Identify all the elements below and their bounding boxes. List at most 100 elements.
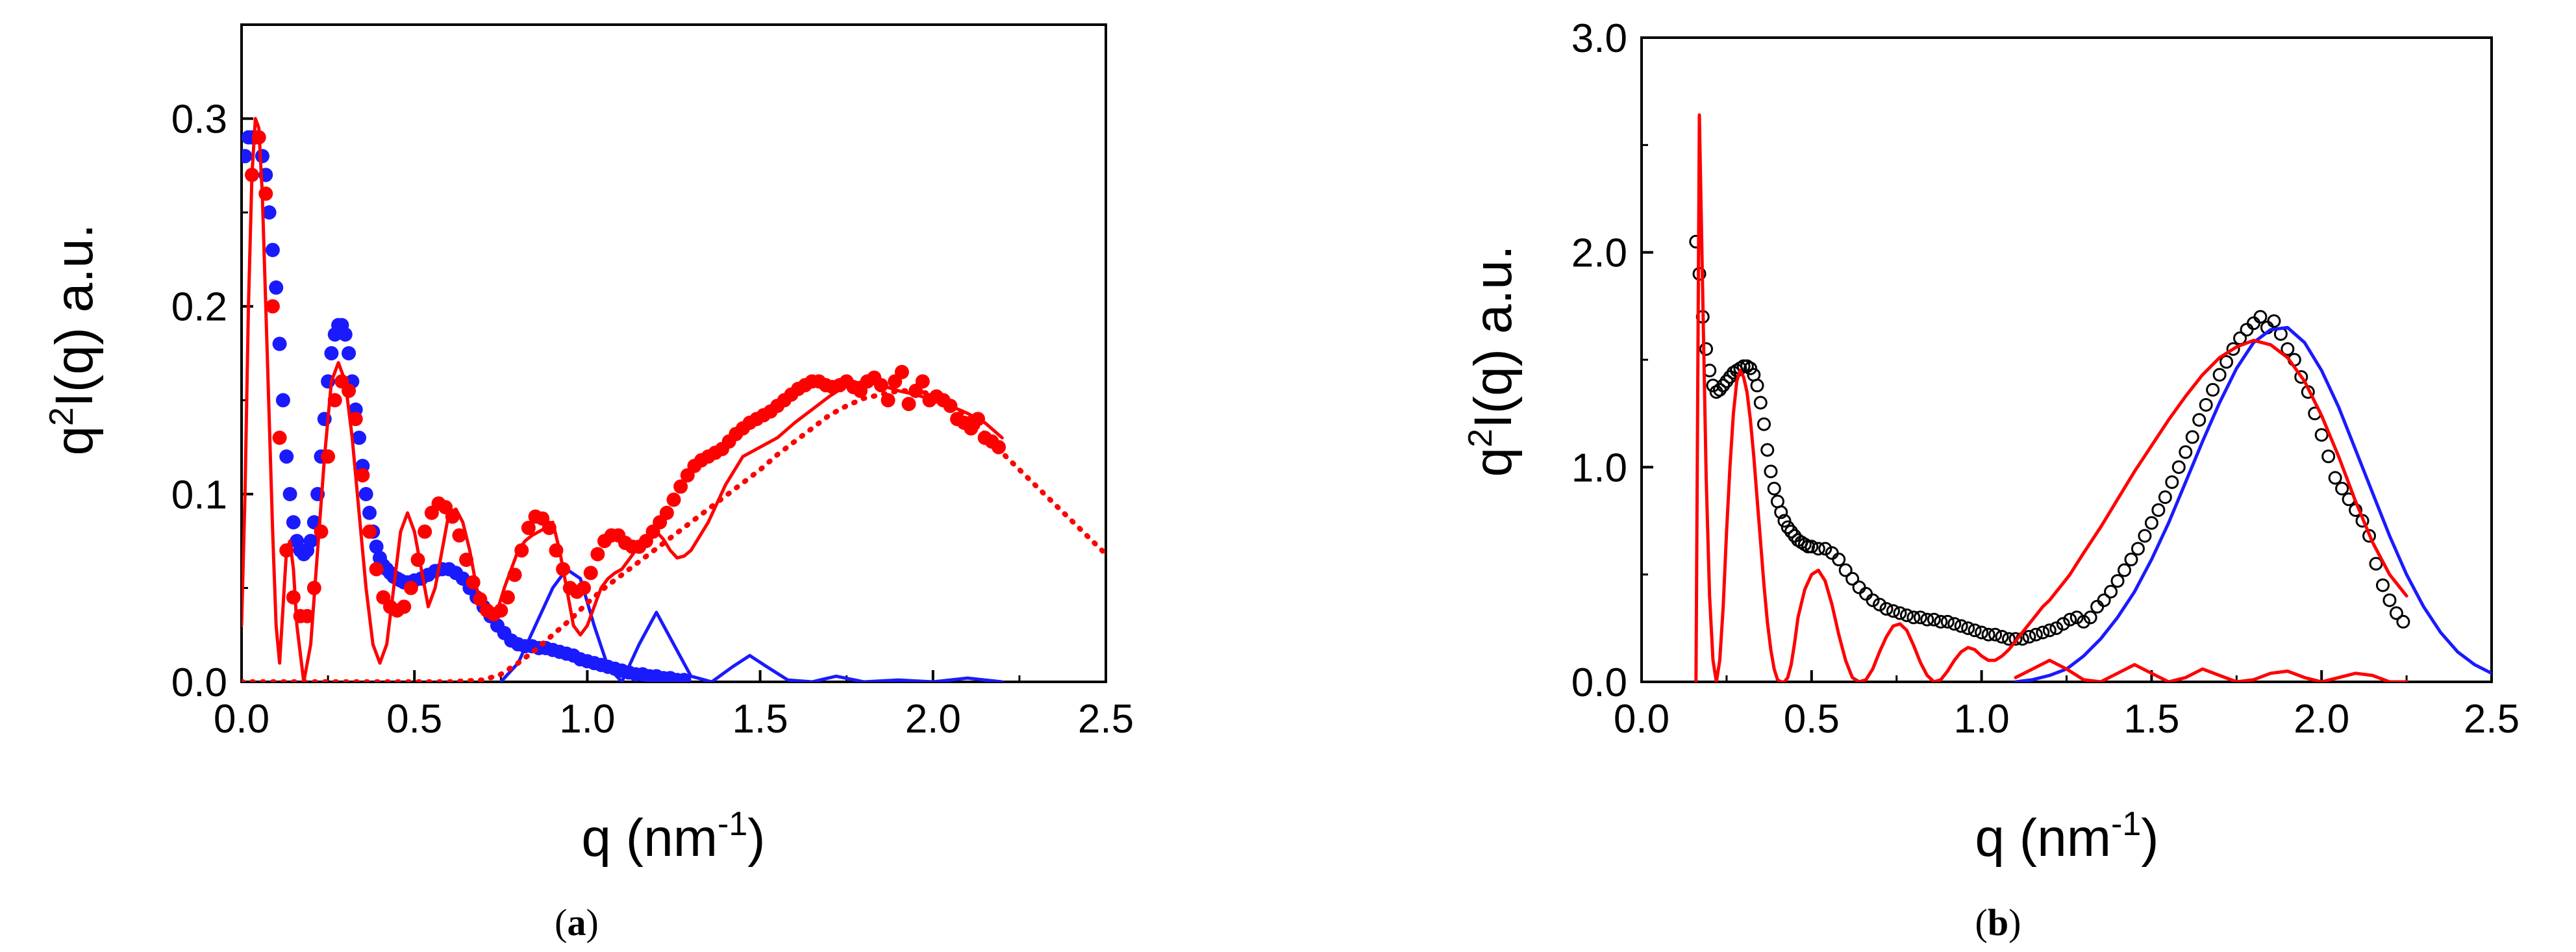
panel-a-frame [240, 23, 1107, 683]
panel-b-series-open-circle-data-point [2090, 599, 2105, 614]
panel-a-series-red-data-point [265, 299, 280, 314]
panel-a-letter: a [568, 901, 586, 944]
panel-b-xtick-label: 2.5 [2464, 697, 2520, 742]
panel-b-series-open-circle-data-point [2246, 316, 2260, 331]
panel-b-series-open-circle-data-point [1886, 604, 1900, 618]
panel-b-series-group [1689, 113, 2492, 682]
panel-b-series-open-circle-data-point [1760, 443, 1775, 457]
panel-a-series-red-data-point [272, 431, 287, 445]
panel-a-series-blue-data-point [342, 346, 356, 360]
panel-a-series-blue-data-point [338, 327, 353, 342]
panel-b-series-open-circle-data-point [1913, 610, 1927, 625]
panel-b-series-open-circle-data-point [1927, 612, 1941, 627]
panel-b-series-open-circle-data-point [2294, 370, 2308, 384]
panel-a-ytick-label: 0.0 [171, 660, 227, 705]
panel-b-series-open-circle-data-point [1866, 593, 1880, 607]
panel-b-series-open-circle-data-point [1805, 540, 1819, 554]
panel-b-xlabel-sup: -1 [2111, 805, 2141, 843]
panel-b-xtick-label: 0.5 [1784, 697, 1840, 742]
panel-b-letter: b [1988, 901, 2008, 944]
panel-b-series-open-circle-data-point [1981, 627, 1995, 642]
panel-b-ylabel-pre: q [1464, 447, 1523, 477]
panel-a-series-blue-data-point [324, 346, 339, 360]
panel-b-series-open-circle-data-point [2321, 449, 2336, 464]
panel-b-series-open-circle-data-point [2077, 614, 2091, 629]
panel-a-xlabel: q (nm-1) [581, 805, 765, 868]
panel-b-series-open-circle-data-point [2118, 563, 2132, 577]
panel-a-series-blue-data-point [286, 515, 301, 530]
panel-a-xtick-label: 2.0 [905, 697, 961, 742]
panel-a-ytick-label: 0.1 [171, 473, 227, 518]
panel-a-series-blue-data-point [362, 505, 377, 520]
panel-b-xtick-label: 0.0 [1614, 697, 1669, 742]
panel-a-series-red-data-point [369, 562, 384, 577]
panel-b-series-open-circle-data-point [2001, 632, 2016, 646]
panel-a-series-red-fit-line [242, 117, 1004, 682]
panel-b-series-open-circle-data-point [2029, 627, 2043, 642]
panel-b-plot-area: 0.0 0.5 1.0 1.5 2.0 2.5 0.0 1.0 2.0 3.0 [1571, 16, 2520, 742]
panel-b-ytick-label: 3.0 [1571, 16, 1627, 61]
panel-b-series-open-circle-data-point [1811, 542, 1825, 556]
panel-b-series-open-circle-data-point [1954, 619, 1968, 633]
panel-a-ylabel-post: I(q) a.u. [45, 223, 104, 407]
panel-b-series-open-circle-data-point [1774, 505, 1788, 520]
panel-b-series-open-circle-data-point [2131, 542, 2145, 556]
panel-a-series-red-data-point [403, 581, 418, 595]
panel-a-series-red-data-point [314, 524, 329, 539]
panel-a-series-red-data-point [418, 524, 432, 539]
panel-b-series-open-circle-data-point [2144, 516, 2158, 530]
panel-b-series-open-circle-data-point [1920, 612, 1934, 627]
panel-a-series-red-data-point [521, 520, 536, 535]
panel-a-series-blue-data-point [242, 149, 253, 164]
panel-b-series-open-circle-data-point [2165, 475, 2179, 489]
panel-a-series-red-data-point [348, 412, 363, 427]
panel-a-series-red-data-point [915, 374, 930, 389]
panel-b-series-open-circle-data-point [2212, 368, 2227, 382]
panel-a-series-red-data-point [901, 397, 916, 412]
panel-a-series-blue-data-point [255, 149, 269, 164]
panel-b-series-open-circle-data-point [1947, 617, 1962, 631]
panel-b-series-open-circle-data-point [2008, 632, 2023, 646]
panel-b-series-open-circle-data-point [1699, 342, 1713, 356]
panel-b-series-open-circle-data-point [1968, 623, 1982, 638]
panel-a-series-blue-data-point [279, 449, 294, 464]
panel-b-series-open-circle-data-point [2253, 310, 2268, 324]
panel-b-series-open-circle-data-point [1995, 630, 2009, 644]
panel-b-series-open-circle-data-point [1934, 614, 1948, 629]
panel-b-series-open-circle-data-point [2097, 593, 2111, 607]
panel-b-series-open-circle-data-point [1706, 379, 1720, 393]
panel-b-series-open-circle-data-point [2049, 621, 2064, 635]
panel-a-series-blue-data-point [275, 393, 290, 408]
panel-b-series-open-circle-data-point [2022, 630, 2036, 644]
panel-b-series-open-circle-data-point [2185, 430, 2199, 444]
panel-a-series-group [242, 117, 1106, 682]
panel-b-series-open-circle-data-point [2070, 610, 2084, 625]
panel-b-series-open-circle-data-point [2124, 553, 2138, 567]
panel-a: 0.0 0.5 1.0 1.5 2.0 2.5 0.0 0.1 0.2 0.3 q2I(q) a.… [43, 23, 1134, 944]
panel-a-series-red-data-point [583, 566, 598, 581]
panel-b-ylabel-sup: 2 [1462, 429, 1499, 447]
panel-b-series-open-circle-data-point [1852, 581, 1866, 595]
panel-b-ylabel-post: I(q) a.u. [1464, 245, 1523, 429]
panel-b-series-open-circle-data-point [1764, 464, 1778, 479]
panel-a-plot-area: 0.0 0.5 1.0 1.5 2.0 2.5 0.0 0.1 0.2 0.3 [171, 23, 1134, 742]
panel-b-series-open-circle-data-point [1818, 542, 1832, 556]
panel-b-series-open-circle-data-point [1744, 361, 1758, 375]
panel-b-series-open-circle-data-point [1859, 586, 1873, 601]
panel-b-series-open-circle-data-point [2110, 574, 2125, 588]
panel-b-series-open-circle-data-point [2056, 617, 2070, 631]
panel-b-series-open-circle-data-point [2267, 314, 2281, 328]
panel-b-series-open-circle-data-point [1988, 627, 2003, 642]
panel-a-series-red-data-point [355, 468, 370, 482]
panel-b-series-open-circle-data-point [1879, 602, 1894, 616]
panel-a-xtick-label: 2.5 [1078, 697, 1134, 742]
panel-a-series-red-data-point [894, 364, 909, 379]
panel-a-xlabel-sup: -1 [718, 805, 747, 843]
panel-b-series-open-circle-data-point [1845, 571, 1860, 586]
panel-b-xtick-label: 1.5 [2123, 697, 2179, 742]
panel-b-series-open-circle-data-point [2138, 529, 2152, 543]
panel-a-series-blue-data-point [282, 486, 297, 501]
panel-b-xtick-label: 1.0 [1953, 697, 2009, 742]
panel-b-ytick-label: 2.0 [1571, 231, 1627, 276]
panel-b-series-open-circle-data-point [1838, 563, 1853, 577]
